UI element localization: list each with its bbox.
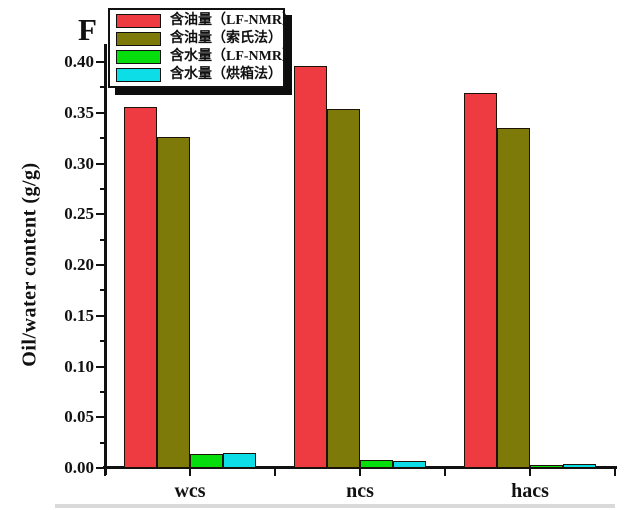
y-minor-tick [100, 441, 105, 444]
y-minor-tick [100, 137, 105, 140]
bar-hacs-series4 [563, 464, 596, 468]
y-tick-label: 0.40 [64, 52, 94, 71]
x-tick [104, 469, 106, 476]
legend-item-label: 含油量（LF-NMR） [170, 13, 296, 28]
x-category-label: hacs [511, 480, 549, 502]
legend-swatch-icon [116, 14, 161, 28]
y-tick-label: 0.00 [64, 458, 94, 477]
bar-wcs-series1 [124, 107, 157, 468]
legend-item-label: 含油量（索氏法） [170, 31, 282, 46]
x-tick [529, 469, 531, 476]
y-axis-title: Oil/water content (g/g) [18, 162, 41, 367]
bar-hacs-series2 [497, 128, 530, 468]
legend-swatch-icon [116, 50, 161, 64]
bar-ncs-series2 [327, 109, 360, 468]
x-tick [444, 469, 446, 476]
bar-hacs-series1 [464, 93, 497, 468]
bar-wcs-series3 [190, 454, 223, 468]
legend-item-2: 含油量（索氏法） [110, 31, 283, 48]
bar-ncs-series3 [360, 460, 393, 468]
legend-item-label: 含水量（烘箱法） [170, 67, 282, 82]
legend-item-3: 含水量（LF-NMR） [110, 49, 296, 66]
x-tick [359, 469, 361, 476]
x-tick [274, 469, 276, 476]
y-minor-tick [100, 187, 105, 190]
y-minor-tick [100, 289, 105, 292]
bar-wcs-series2 [157, 137, 190, 468]
y-minor-tick [100, 340, 105, 343]
legend-swatch-icon [116, 68, 161, 82]
y-major-tick [96, 314, 105, 317]
figure-label: F [78, 12, 97, 47]
y-tick-label: 0.35 [64, 102, 94, 122]
y-major-tick [96, 111, 105, 114]
y-tick-label: 0.30 [64, 153, 94, 173]
y-minor-tick [100, 390, 105, 393]
legend-item-label: 含水量（LF-NMR） [170, 49, 296, 64]
bar-ncs-series1 [294, 66, 327, 468]
x-category-label: ncs [346, 480, 374, 502]
legend-item-1: 含油量（LF-NMR） [110, 13, 296, 30]
legend-box: 含油量（LF-NMR） 含油量（索氏法） 含水量（LF-NMR） 含水量（烘箱法） [108, 8, 296, 88]
legend-swatch-icon [116, 32, 161, 46]
x-tick [189, 469, 191, 476]
x-tick [614, 469, 616, 476]
y-tick-label: 0.10 [64, 356, 94, 376]
bar-wcs-series4 [223, 453, 256, 468]
y-major-tick [96, 264, 105, 266]
y-tick-label: 0.20 [64, 255, 94, 274]
bottom-edge-strip [55, 504, 615, 508]
bar-hacs-series3 [530, 465, 563, 468]
x-category-label: wcs [174, 480, 206, 502]
y-tick-label: 0.05 [64, 407, 94, 427]
y-minor-tick [100, 238, 105, 241]
y-major-tick [96, 61, 105, 63]
y-major-tick [96, 365, 105, 368]
y-major-tick [96, 467, 105, 469]
y-tick-label: 0.15 [64, 305, 94, 325]
legend-item-4: 含水量（烘箱法） [110, 67, 283, 84]
y-major-tick [96, 416, 105, 419]
y-major-tick [96, 213, 105, 216]
bar-ncs-series4 [393, 461, 426, 468]
y-tick-label: 0.25 [64, 204, 94, 224]
y-axis-line [104, 44, 107, 475]
y-major-tick [96, 162, 105, 165]
y-minor-tick [100, 86, 105, 89]
